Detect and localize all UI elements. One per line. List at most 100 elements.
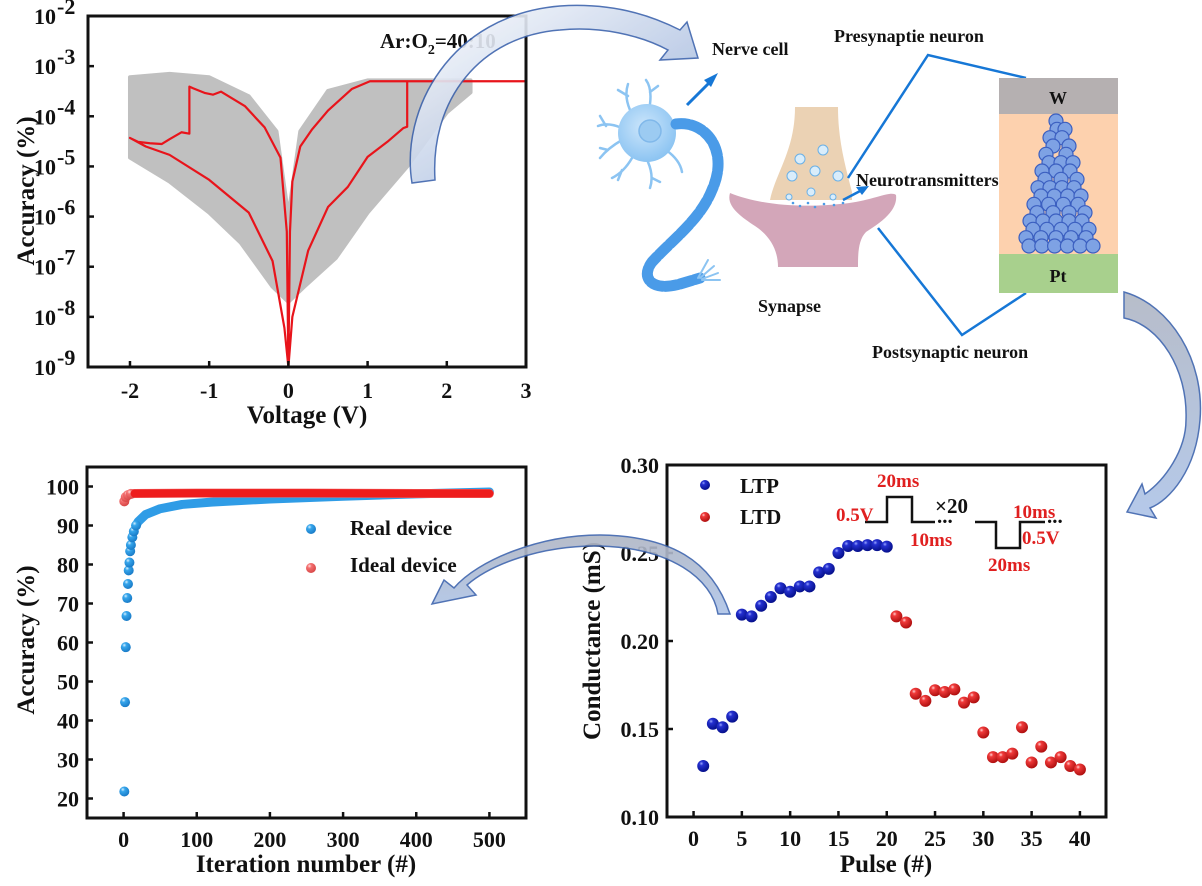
pulse-ellipsis-1: ... (937, 504, 953, 528)
depression-interval-label: 10ms (1013, 502, 1055, 523)
ltd-point (900, 616, 913, 629)
accuracy-frame (85, 465, 528, 820)
x-tick-label: 15 (827, 826, 849, 851)
ltd-point (958, 696, 971, 709)
gray-cycles-envelope (127, 71, 473, 304)
x-tick-label: -2 (121, 378, 139, 403)
pulse-waveform-inset: ... ... 0.5V 20ms 10ms ×20 10ms 0.5V 20m… (836, 471, 1063, 576)
y-tick-label: 0.30 (621, 453, 660, 478)
y-tick-label: 40 (57, 709, 79, 734)
pulse-ellipsis-2: ... (1047, 504, 1063, 528)
x-tick-label: 3 (521, 378, 532, 403)
legend-marker-ltp (700, 480, 710, 490)
flow-arrow-conductance-to-accuracy (430, 534, 732, 615)
filament-particle (1059, 238, 1076, 254)
ltd-point (1064, 759, 1077, 772)
iv-x-axis-title: Voltage (V) (247, 402, 368, 429)
x-tick-label: 0 (283, 378, 294, 403)
axon (641, 118, 724, 292)
y-tick-label: 10 (34, 305, 56, 330)
potentiation-width-label: 20ms (877, 471, 919, 492)
real-device-point (123, 565, 134, 576)
presynaptic-connector (846, 53, 1027, 179)
x-tick-label: 200 (253, 827, 286, 852)
ltp-point (851, 539, 864, 552)
ltp-point (755, 599, 768, 612)
ltp-point (774, 582, 787, 595)
y-tick-label: 20 (57, 787, 79, 812)
synapse-illustration (729, 107, 897, 267)
ltp-point (706, 717, 719, 730)
accuracy-x-axis-title: Iteration number (#) (196, 851, 416, 878)
w-top-electrode (999, 78, 1118, 114)
iv-plot-area (127, 71, 526, 367)
memristor-device-stack: W Pt (999, 78, 1118, 293)
synaptic-vesicles (785, 144, 844, 201)
ltd-point (938, 686, 951, 699)
y-tick-label: 90 (57, 514, 79, 539)
ltp-point (832, 547, 845, 559)
conductance-axis-ticks: 0 5 10 15 20 25 30 35 400.100.150.200.250.30 (621, 453, 1091, 851)
nerve-cell-arrowhead (704, 73, 718, 87)
y-tick-label: 70 (57, 592, 79, 617)
x-tick-label: -1 (200, 378, 218, 403)
ltp-point (822, 562, 835, 575)
real-device-point (131, 520, 142, 531)
real-device-point (120, 697, 131, 708)
flow-arrow-iv-to-neuron (409, 4, 699, 184)
filament-particle (1072, 238, 1088, 254)
y-tick-exponent: -6 (57, 195, 75, 220)
y-tick-exponent: -5 (57, 144, 75, 169)
ltd-point (1054, 751, 1067, 764)
ltp-point (726, 710, 739, 723)
neurotransmitter-arrowhead (856, 186, 869, 195)
y-tick-label: 10 (34, 4, 56, 29)
postsynaptic-label: Postsynaptic neuron (872, 342, 1028, 362)
ltd-point (948, 683, 961, 696)
nerve-cell-label: Nerve cell (712, 39, 788, 59)
real-device-point (121, 610, 132, 621)
y-tick-exponent: -9 (57, 345, 75, 370)
real-device-point (122, 593, 133, 604)
filament-particle (1034, 238, 1050, 254)
y-tick-label: 10 (34, 355, 56, 380)
potentiation-interval-label: 10ms (910, 530, 952, 551)
legend-marker-real-device (306, 524, 316, 534)
filament-particle (1046, 238, 1063, 254)
x-tick-label: 400 (400, 827, 433, 852)
conductance-plot-area (697, 539, 1086, 776)
real-device-point (119, 786, 130, 797)
y-tick-label: 10 (34, 54, 56, 79)
y-tick-exponent: -4 (57, 94, 75, 119)
ltp-point (871, 539, 884, 552)
ltp-point (784, 585, 797, 598)
x-tick-label: 0 (118, 827, 129, 852)
nerve-cell-pointer (685, 78, 714, 107)
y-tick-label: 0.20 (621, 629, 660, 654)
y-tick-label: 30 (57, 748, 79, 773)
w-label: W (1049, 88, 1067, 108)
ltd-point (986, 751, 999, 764)
x-tick-label: 2 (441, 378, 452, 403)
accuracy-y-axis-title: Accuracy (%) (13, 565, 40, 714)
legend-label-ltp: LTP (740, 474, 779, 498)
ltd-point (1006, 747, 1019, 760)
ltp-point (793, 580, 806, 593)
presynaptic-label: Presynaptie neuron (834, 26, 984, 46)
x-tick-label: 25 (924, 826, 946, 851)
y-tick-label: 50 (57, 670, 79, 695)
neurotransmitters-label: Neurotransmitters (856, 170, 999, 190)
ltp-point (880, 540, 893, 553)
potentiation-pulse-trace (865, 495, 935, 524)
iv-curve-chart: -2 -1 0 1 2 310-210-310-410-510-610-710-810-9… (13, 0, 532, 429)
neurotransmitter-pointer (842, 188, 863, 202)
y-tick-exponent: -8 (57, 295, 75, 320)
ltp-point (697, 759, 710, 772)
dendrites (596, 78, 684, 190)
y-tick-label: 10 (34, 205, 56, 230)
legend-marker-ideal-device (306, 563, 316, 573)
ltp-point (745, 610, 758, 623)
postsynaptic-terminal (729, 193, 897, 267)
ltd-point (977, 726, 990, 739)
nucleus (638, 119, 662, 143)
